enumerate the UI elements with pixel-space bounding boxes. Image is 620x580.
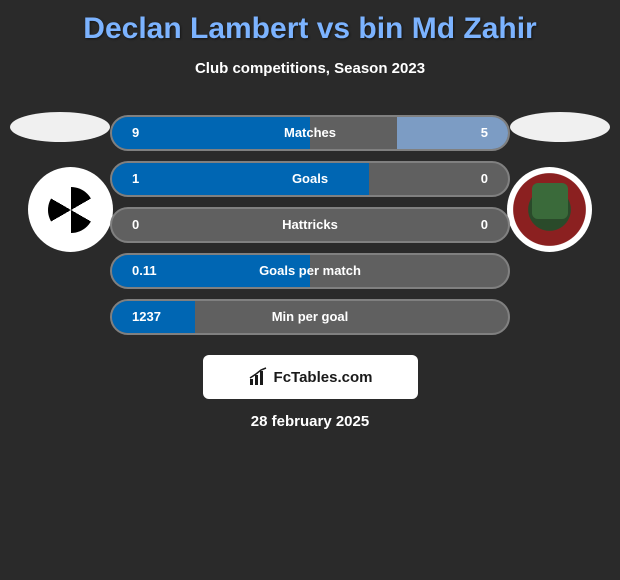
comparison-panel: 9Matches51Goals00Hattricks00.11Goals per… (0, 107, 620, 430)
chart-icon (248, 367, 268, 387)
club-crest-right (507, 167, 592, 252)
stat-label: Goals per match (112, 255, 508, 287)
date-text: 28 february 2025 (0, 413, 620, 430)
stats-list: 9Matches51Goals00Hattricks00.11Goals per… (110, 107, 510, 335)
stat-row: 0Hattricks0 (110, 207, 510, 243)
crest-pattern-icon (48, 187, 94, 233)
crest-shield-icon (532, 183, 568, 219)
stat-row: 9Matches5 (110, 115, 510, 151)
page-title: Declan Lambert vs bin Md Zahir (0, 0, 620, 46)
stat-value-right: 0 (481, 209, 488, 241)
stat-label: Hattricks (112, 209, 508, 241)
stat-label: Goals (112, 163, 508, 195)
brand-badge: FcTables.com (203, 355, 418, 399)
country-ellipse-left (10, 112, 110, 142)
club-crest-left (28, 167, 113, 252)
stat-row: 1237Min per goal (110, 299, 510, 335)
stat-value-right: 5 (481, 117, 488, 149)
stat-row: 0.11Goals per match (110, 253, 510, 289)
stat-label: Matches (112, 117, 508, 149)
country-ellipse-right (510, 112, 610, 142)
subtitle: Club competitions, Season 2023 (0, 60, 620, 77)
brand-text: FcTables.com (274, 369, 373, 386)
stat-label: Min per goal (112, 301, 508, 333)
stat-value-right: 0 (481, 163, 488, 195)
stat-row: 1Goals0 (110, 161, 510, 197)
